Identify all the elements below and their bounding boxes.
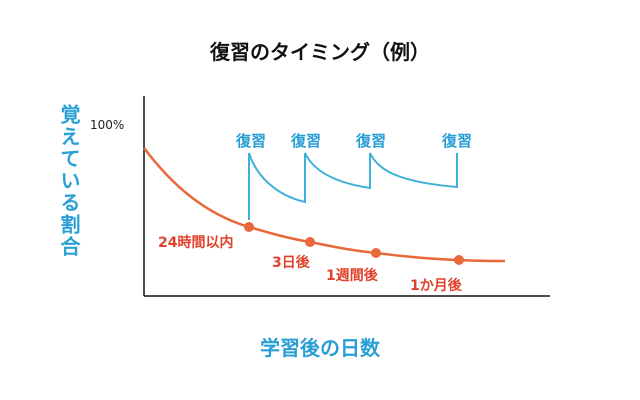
y-tick-100: 100% [90,118,125,132]
point-label-24h: 24時間以内 [158,235,234,251]
point-label-1week: 1週間後 [326,268,378,284]
review-label-2: 復習 [290,132,321,150]
review-label-3: 復習 [355,132,386,150]
review-point-3days [305,237,315,247]
review-point-1week [371,248,381,258]
x-axis-label: 学習後の日数 [260,336,380,360]
review-point-24h [244,222,254,232]
review-label-1: 復習 [235,132,266,150]
point-label-1month: 1か月後 [410,278,462,294]
chart-title: 復習のタイミング（例） [210,40,430,64]
forgetting-curve [143,147,506,263]
review-point-1month [454,255,464,265]
y-axis-label: 覚えている割合 [57,104,81,258]
point-label-3days: 3日後 [272,255,310,271]
review-label-4: 復習 [441,132,472,150]
review-curve [248,152,458,220]
